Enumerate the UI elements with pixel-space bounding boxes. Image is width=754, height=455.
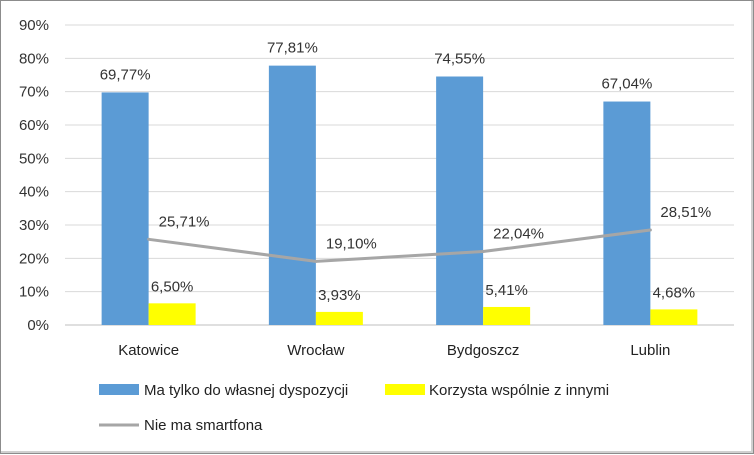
bar-shared-use bbox=[315, 311, 363, 325]
bar-own-use bbox=[436, 76, 484, 325]
x-category-label: Wrocław bbox=[287, 342, 344, 359]
data-label-no-smartphone: 19,10% bbox=[326, 235, 377, 252]
line-series bbox=[147, 228, 652, 263]
data-label-own-use: 67,04% bbox=[601, 76, 652, 93]
y-tick-label: 70% bbox=[19, 84, 49, 101]
bar-own-use bbox=[268, 65, 316, 325]
data-label-no-smartphone: 28,51% bbox=[660, 204, 711, 221]
data-label-own-use: 74,55% bbox=[434, 51, 485, 68]
x-category-label: Lublin bbox=[630, 342, 670, 359]
data-label-no-smartphone: 25,71% bbox=[159, 213, 210, 230]
bar-shared-use bbox=[148, 303, 196, 325]
bars bbox=[101, 65, 698, 326]
data-label-own-use: 69,77% bbox=[100, 66, 151, 83]
line-point bbox=[314, 259, 318, 263]
y-tick-label: 60% bbox=[19, 117, 49, 134]
legend-swatch-own-use bbox=[99, 384, 139, 395]
bar-shared-use bbox=[483, 306, 531, 325]
data-label-shared-use: 5,41% bbox=[485, 282, 528, 299]
bar-shared-use bbox=[650, 309, 698, 325]
y-tick-label: 90% bbox=[19, 17, 49, 34]
line-point bbox=[481, 250, 485, 254]
y-tick-label: 0% bbox=[27, 317, 49, 334]
y-tick-label: 80% bbox=[19, 50, 49, 67]
data-label-shared-use: 3,93% bbox=[318, 287, 361, 304]
legend-label-no-smartphone: Nie ma smartfona bbox=[144, 417, 263, 434]
y-tick-label: 20% bbox=[19, 250, 49, 267]
y-axis: 0% 10% 20% 30% 40% 50% 60% 70% 80% 90% bbox=[19, 17, 734, 334]
legend: Ma tylko do własnej dyspozycji Korzysta w… bbox=[99, 382, 609, 434]
y-tick-label: 50% bbox=[19, 150, 49, 167]
data-label-own-use: 77,81% bbox=[267, 40, 318, 57]
legend-label-own-use: Ma tylko do własnej dyspozycji bbox=[144, 382, 348, 399]
y-tick-label: 30% bbox=[19, 217, 49, 234]
line-point bbox=[648, 228, 652, 232]
x-category-label: Katowice bbox=[118, 342, 179, 359]
bar-own-use bbox=[603, 101, 651, 326]
data-label-no-smartphone: 22,04% bbox=[493, 226, 544, 243]
bar-own-use bbox=[101, 92, 149, 325]
legend-label-shared-use: Korzysta wspólnie z innymi bbox=[429, 382, 609, 399]
y-tick-label: 40% bbox=[19, 184, 49, 201]
data-labels: 69,77% 6,50% 77,81% 3,93% 74,55% 5,41% 67,04% 4… bbox=[100, 40, 712, 304]
line-point bbox=[147, 237, 151, 241]
x-category-label: Bydgoszcz bbox=[447, 342, 520, 359]
data-label-shared-use: 6,50% bbox=[151, 278, 194, 295]
data-label-shared-use: 4,68% bbox=[653, 284, 696, 301]
legend-swatch-shared-use bbox=[385, 384, 425, 395]
x-axis: Katowice Wrocław Bydgoszcz Lublin bbox=[118, 342, 670, 359]
y-tick-label: 10% bbox=[19, 284, 49, 301]
line-no-smartphone bbox=[148, 228, 651, 263]
gridlines bbox=[65, 24, 734, 293]
